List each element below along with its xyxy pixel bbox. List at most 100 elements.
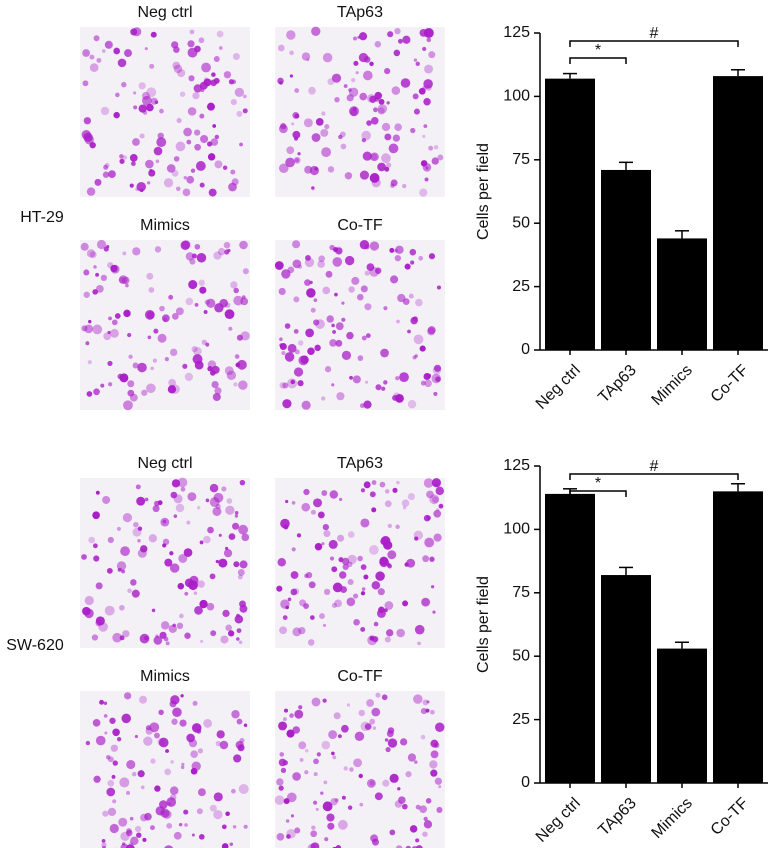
cell	[283, 708, 289, 713]
cell	[122, 155, 128, 160]
cell	[341, 795, 346, 800]
cell	[131, 771, 137, 777]
cell	[384, 166, 390, 172]
cell	[292, 112, 300, 119]
cell	[394, 255, 402, 262]
micrograph-bg	[275, 691, 445, 848]
cell	[387, 550, 397, 560]
cell	[119, 777, 130, 788]
cell	[298, 340, 304, 346]
cell	[364, 380, 369, 384]
cell	[116, 561, 127, 571]
cell	[89, 54, 95, 60]
cell	[432, 610, 436, 614]
cell	[294, 158, 300, 163]
cell	[144, 635, 149, 641]
cell	[427, 326, 436, 335]
cell	[186, 139, 192, 145]
cell	[95, 284, 104, 293]
image-title: Neg ctrl	[137, 455, 192, 472]
cell	[132, 527, 142, 537]
cell	[196, 506, 201, 510]
cell	[311, 186, 315, 190]
significance-label: #	[650, 25, 659, 42]
cell	[117, 58, 127, 68]
cell	[149, 722, 160, 733]
cell	[373, 107, 378, 113]
cell	[415, 298, 423, 307]
cell	[110, 744, 119, 752]
significance-bracket: *	[569, 475, 627, 497]
cell	[359, 802, 364, 807]
cell	[393, 49, 401, 57]
cell	[206, 602, 215, 611]
cell	[331, 73, 342, 83]
cell	[171, 170, 179, 177]
cell	[133, 521, 139, 528]
cell	[108, 382, 113, 387]
cell	[215, 559, 219, 564]
cell	[132, 247, 141, 256]
cell	[369, 173, 380, 183]
cell	[155, 806, 165, 816]
cell	[123, 309, 131, 318]
cell	[294, 349, 300, 355]
cell	[93, 555, 100, 562]
cell	[192, 700, 198, 706]
cell	[84, 324, 94, 334]
cell	[430, 709, 435, 715]
row-label: SW-620	[6, 637, 64, 654]
cell	[388, 143, 399, 154]
cell	[152, 505, 160, 513]
cell	[304, 165, 313, 174]
cell	[181, 240, 191, 249]
cell	[111, 774, 116, 779]
cell	[176, 622, 184, 630]
cell	[194, 143, 201, 151]
cell	[323, 780, 328, 785]
y-tick-label: 75	[512, 151, 530, 168]
cell	[180, 486, 186, 492]
cell	[377, 104, 388, 114]
cell	[177, 582, 185, 590]
cell	[423, 79, 433, 89]
cell	[378, 606, 385, 614]
cell	[113, 47, 121, 55]
cell	[339, 497, 343, 502]
cell	[332, 582, 343, 593]
cell	[363, 56, 371, 63]
cell	[164, 357, 169, 362]
cell	[133, 105, 138, 110]
cell	[323, 588, 331, 596]
cell	[228, 533, 236, 540]
cell	[398, 796, 406, 804]
cell	[292, 130, 301, 139]
cell	[146, 181, 151, 185]
cell	[166, 797, 177, 807]
cell	[430, 739, 439, 748]
cell	[314, 344, 321, 352]
cell	[87, 360, 92, 365]
cell	[109, 823, 119, 834]
cell	[158, 709, 164, 716]
cell	[353, 60, 359, 66]
cell	[363, 400, 372, 409]
cell	[430, 769, 438, 777]
cell	[425, 84, 432, 91]
cell	[424, 177, 429, 182]
cell	[116, 737, 122, 742]
cell	[223, 549, 233, 558]
cell	[218, 558, 228, 568]
cell	[83, 269, 90, 276]
cell	[347, 554, 357, 565]
cell	[279, 752, 285, 757]
cell	[277, 557, 287, 567]
error-bar	[731, 69, 745, 77]
cell	[322, 524, 330, 531]
cell	[103, 332, 112, 341]
cell	[147, 335, 152, 340]
cell	[118, 817, 128, 827]
cell	[413, 530, 424, 540]
image-title: Neg ctrl	[137, 4, 192, 21]
cell	[350, 108, 358, 116]
